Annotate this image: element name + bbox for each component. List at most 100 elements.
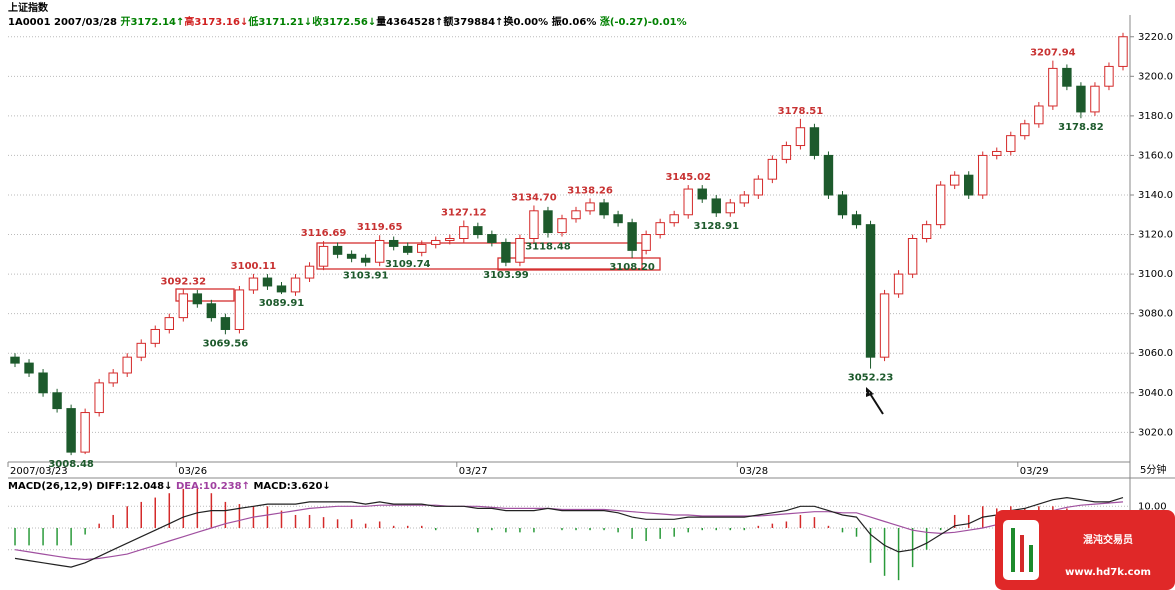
y-tick-label: 3120.0: [1138, 230, 1173, 241]
candle-body: [473, 226, 483, 236]
candle-body: [697, 188, 707, 200]
x-tick-label: 03/28: [739, 466, 768, 477]
low-label: 3108.20: [609, 262, 655, 273]
candle-body: [978, 154, 988, 196]
y-tick-label: 3200.0: [1138, 71, 1173, 82]
candle-body: [66, 408, 76, 453]
candle-body: [964, 174, 974, 196]
range-box: [175, 288, 235, 302]
header-segment: DEA:10.238↑: [176, 481, 254, 492]
candle-body: [599, 202, 609, 216]
header-segment: 涨(-0.27)-0.01%: [600, 15, 687, 28]
header-segment: MACD:3.620↓: [253, 481, 330, 492]
candle-body: [304, 265, 315, 279]
candle-body: [781, 145, 792, 160]
candle-body: [10, 356, 20, 364]
candle-body: [1006, 135, 1016, 152]
high-label: 3134.70: [511, 192, 557, 203]
candle-body: [360, 257, 371, 263]
low-label: 3118.48: [525, 242, 571, 253]
header-segment: 开3172.14↑: [120, 16, 184, 28]
high-label: 3116.69: [301, 228, 347, 239]
candle-body: [753, 178, 764, 196]
candle-body: [795, 127, 806, 147]
candle-body: [374, 239, 385, 263]
candle-body: [417, 243, 427, 253]
y-tick-label: 3080.0: [1138, 309, 1173, 320]
candle-body: [1062, 67, 1072, 87]
low-label: 3178.82: [1058, 122, 1104, 133]
arrow: [866, 387, 884, 415]
candle-body: [220, 317, 231, 330]
candle-body: [529, 210, 539, 240]
low-label: 3128.91: [693, 221, 739, 232]
candle-body: [585, 202, 595, 212]
header-segment: 低3171.21↓: [247, 15, 312, 28]
candle-body: [164, 317, 174, 330]
candle-body: [879, 293, 890, 358]
candle-body: [459, 226, 469, 239]
low-label: 3109.74: [385, 259, 431, 270]
y-tick-label: 3100.0: [1138, 269, 1173, 280]
candle-body: [823, 154, 834, 196]
arrow-head: [866, 387, 874, 397]
high-label: 3119.65: [357, 222, 403, 233]
candle-body: [178, 293, 189, 319]
candle-body: [669, 214, 679, 224]
range-box: [316, 242, 643, 270]
y-tick-label: 3020.0: [1138, 427, 1173, 438]
candle-body: [921, 224, 932, 239]
y-tick-label: 3220.0: [1138, 32, 1173, 43]
header-segment: DIFF:12.048↓: [96, 481, 176, 492]
candle-body: [711, 198, 721, 214]
candle-body: [1048, 67, 1058, 107]
candle-body: [627, 222, 637, 251]
candle-body: [290, 277, 301, 293]
high-label: 3138.26: [567, 185, 613, 196]
watermark-bg: [995, 510, 1175, 590]
candle-body: [403, 245, 413, 253]
y-tick-label: 3060.0: [1138, 348, 1173, 359]
candle-body: [851, 214, 862, 226]
macd-dea-line: [14, 501, 1124, 561]
candle-body: [655, 222, 665, 236]
high-label: 3092.32: [161, 276, 207, 287]
candle-body: [907, 238, 918, 275]
candle-body: [262, 277, 273, 287]
low-label: 3103.91: [343, 270, 389, 281]
candle-body: [318, 245, 329, 267]
low-label: 3008.48: [48, 459, 94, 470]
macd-diff-line: [14, 496, 1124, 568]
candle-body: [431, 239, 441, 245]
candle-body: [1076, 85, 1086, 113]
candle-body: [501, 241, 511, 263]
candle-body: [108, 372, 118, 384]
low-label: 3089.91: [259, 298, 305, 309]
candle-body: [893, 273, 904, 295]
high-label: 3145.02: [665, 172, 711, 183]
candle-body: [935, 184, 946, 226]
period-label: 5分钟: [1140, 463, 1166, 476]
candle-body: [276, 285, 287, 293]
high-label: 3100.11: [231, 261, 277, 272]
header-segment: 收3172.56↓: [312, 15, 376, 28]
watermark-url: www.hd7k.com: [1065, 567, 1151, 578]
candle-body: [1118, 36, 1128, 67]
candle-body: [332, 245, 343, 255]
candle-body: [865, 224, 876, 358]
watermark: 混沌交易员 www.hd7k.com: [995, 510, 1175, 590]
candle-body: [94, 382, 104, 414]
candle-body: [122, 356, 132, 374]
candle-body: [487, 234, 497, 243]
candle-body: [571, 210, 581, 220]
candle-body: [557, 218, 567, 234]
watermark-name: 混沌交易员: [1083, 533, 1133, 546]
candle-body: [192, 293, 203, 305]
y-tick-label: 3140.0: [1138, 190, 1173, 201]
candle-body: [80, 412, 90, 453]
candle-body: [234, 289, 245, 330]
x-tick-label: 03/29: [1020, 466, 1049, 477]
arrow-shaft: [868, 391, 884, 415]
